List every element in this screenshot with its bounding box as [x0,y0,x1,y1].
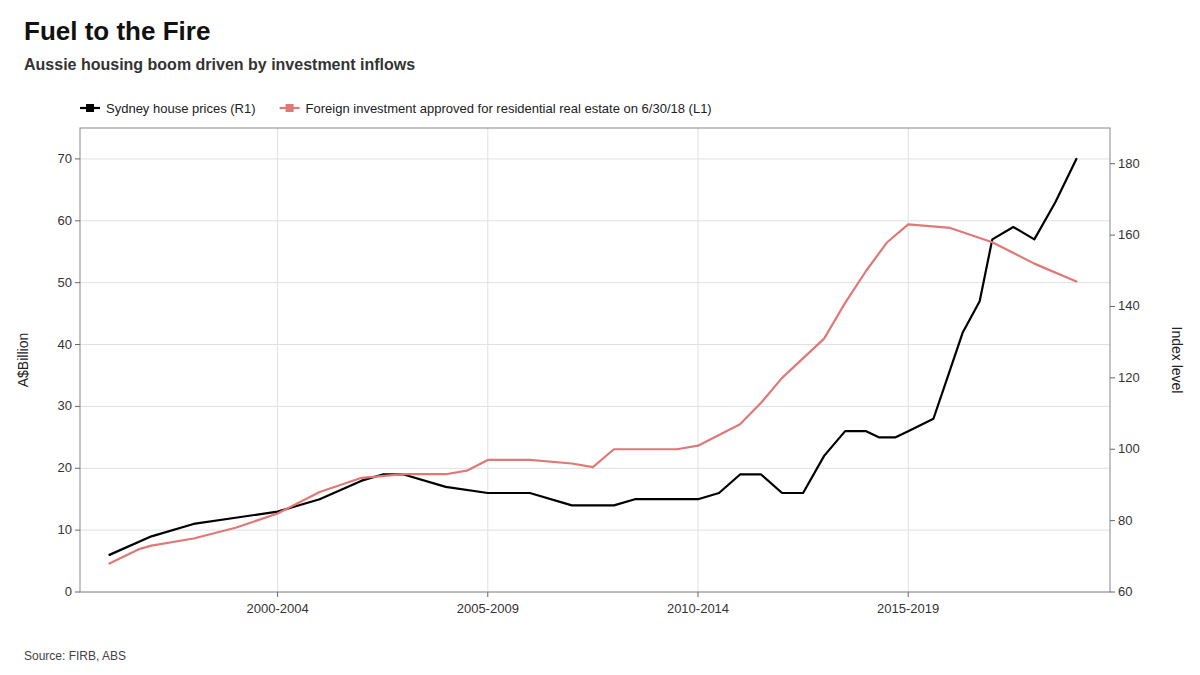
axis-label-y2: Index level [1169,327,1185,394]
series-line [109,224,1076,563]
tick-y [75,406,80,407]
axes: 0 10 20 30 40 50 60 70 60 80 100 120 140 160 180 2000-2… [58,151,1140,616]
tick-y [75,592,80,593]
tick-label-y2: 80 [1118,513,1132,528]
grid-line-y [80,468,1110,469]
tick-label-x: 2010-2014 [667,601,729,616]
tick-label-y: 30 [58,398,72,413]
tick-label-y: 0 [65,584,72,599]
title: Fuel to the Fire [24,16,210,46]
grid-line-x [487,128,488,592]
grid-line-x [908,128,909,592]
tick-label-y2: 140 [1118,298,1140,313]
tick-x [908,592,909,597]
tick-label-y2: 180 [1118,156,1140,171]
tick-label-y2: 100 [1118,441,1140,456]
legend-label: Foreign investment approved for resident… [306,101,712,116]
grid-line-y [80,530,1110,531]
tick-y [75,220,80,221]
tick-label-y2: 60 [1118,584,1132,599]
annotation: Source: FIRB, ABS [24,649,126,663]
tick-label-y: 60 [58,213,72,228]
tick-label-y: 40 [58,337,72,352]
grid-line-y [80,344,1110,345]
legend-marker [286,104,294,112]
tick-y2 [1110,449,1115,450]
grid-line-x [277,128,278,592]
tick-y2 [1110,306,1115,307]
tick-label-y: 20 [58,460,72,475]
tick-y [75,468,80,469]
tick-y [75,282,80,283]
legend-label: Sydney house prices (R1) [106,101,256,116]
grid-line-y [80,406,1110,407]
tick-y2 [1110,592,1115,593]
tick-label-x: 2005-2009 [457,601,519,616]
tick-y2 [1110,377,1115,378]
tick-y [75,158,80,159]
tick-label-y: 10 [58,522,72,537]
tick-label-x: 2000-2004 [247,601,309,616]
tick-y [75,530,80,531]
tick-x [487,592,488,597]
grid-line-y [80,158,1110,159]
tick-y2 [1110,520,1115,521]
axis-label-y: A$Billion [15,333,31,387]
series-line [109,159,1076,555]
tick-y2 [1110,235,1115,236]
tick-label-y: 50 [58,275,72,290]
legend: Sydney house prices (R1) Foreign investme… [80,101,712,116]
tick-y2 [1110,163,1115,164]
tick-x [277,592,278,597]
tick-label-y2: 120 [1118,370,1140,385]
grid [80,128,1110,592]
subtitle: Aussie housing boom driven by investment… [24,56,415,73]
tick-label-x: 2015-2019 [877,601,939,616]
tick-label-y2: 160 [1118,227,1140,242]
legend-marker [86,104,94,112]
chart: Fuel to the Fire Aussie housing boom driv… [0,0,1200,675]
tick-x [698,592,699,597]
plot-frame [80,128,1110,592]
tick-y [75,344,80,345]
grid-line-y [80,220,1110,221]
grid-line-y [80,282,1110,283]
grid-line-x [698,128,699,592]
data [109,159,1076,564]
tick-label-y: 70 [58,151,72,166]
